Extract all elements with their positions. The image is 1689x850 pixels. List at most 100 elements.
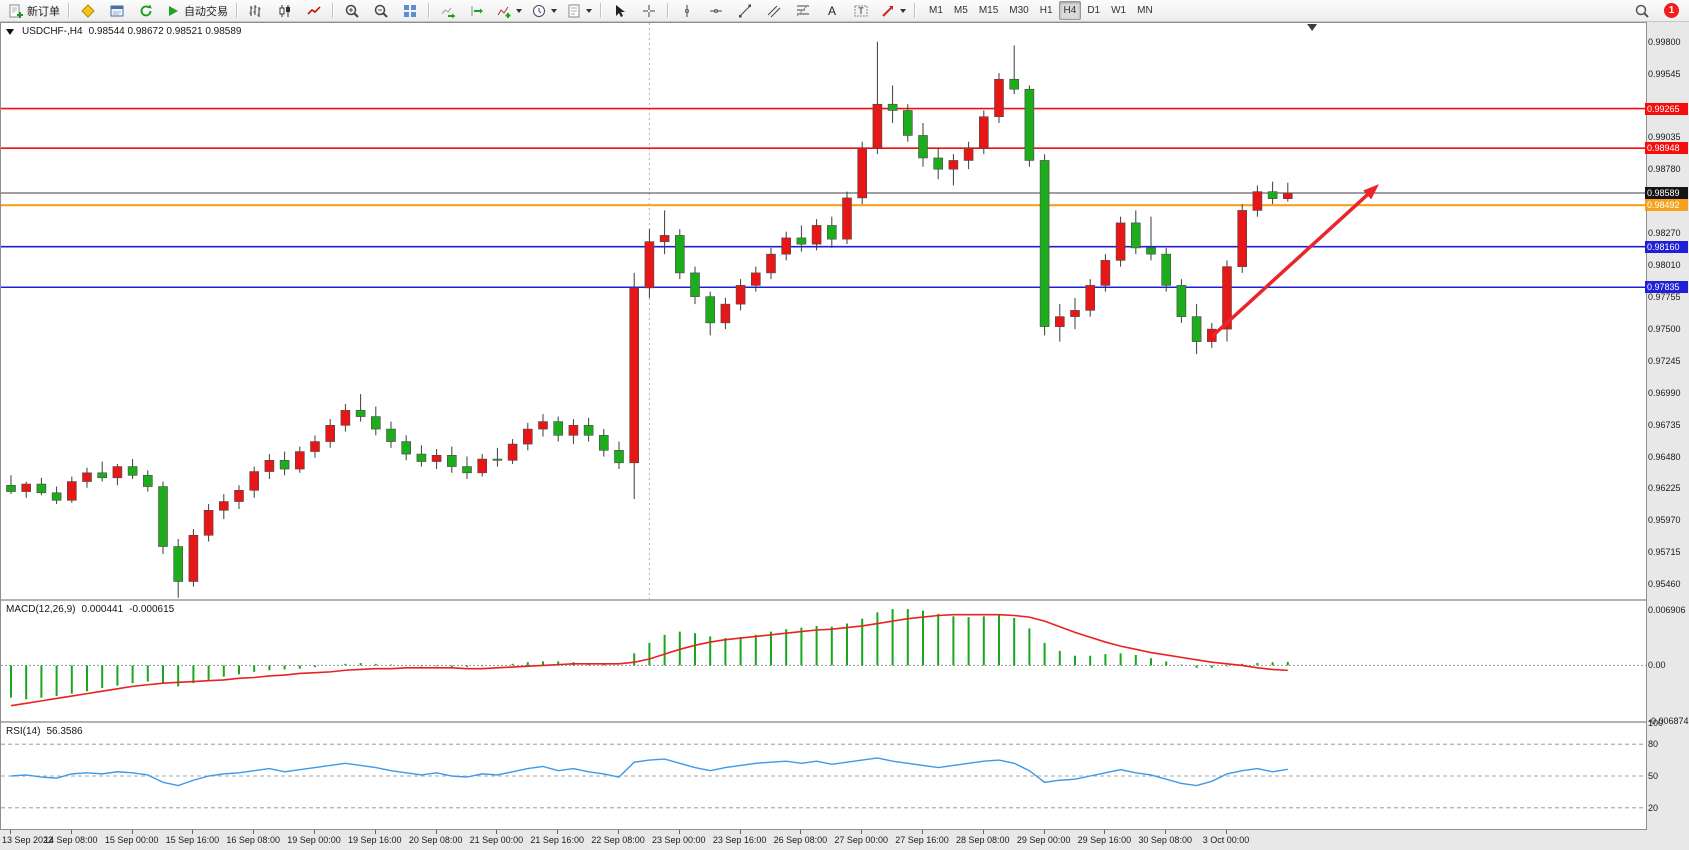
auto-scroll-button[interactable] — [434, 0, 462, 22]
axis-label: 0.95460 — [1648, 579, 1681, 589]
data-window-button[interactable] — [103, 0, 131, 22]
chart-shift-icon — [471, 5, 483, 16]
tile-windows-button[interactable] — [396, 0, 424, 22]
crosshair-tool-button[interactable] — [635, 0, 663, 22]
rsi-name: RSI(14) — [6, 726, 41, 737]
time-label: 20 Sep 08:00 — [408, 835, 463, 845]
timeframe-button-h1[interactable]: H1 — [1039, 5, 1053, 16]
time-tick — [1165, 830, 1167, 834]
time-axis[interactable]: 13 Sep 2022 14 Sep 08:00 15 Sep 00:00 15 Se… — [0, 830, 1689, 850]
search-button[interactable] — [1628, 0, 1656, 22]
line-chart-mode-button[interactable] — [300, 0, 328, 22]
time-tick — [435, 830, 437, 834]
price-tag: 0.98589 — [1645, 187, 1688, 200]
periods-button[interactable] — [527, 0, 561, 22]
axis-label: 0.96735 — [1648, 419, 1681, 430]
rsi-pane[interactable]: RSI(14) 56.3586 — [1, 723, 1646, 829]
time-tick — [922, 830, 923, 834]
time-label: 15 Sep 16:00 — [165, 835, 220, 845]
chart-shift-button[interactable] — [463, 0, 491, 22]
channel-tool-button[interactable] — [760, 0, 788, 22]
timeframe-button-m5[interactable]: M5 — [953, 5, 968, 16]
cursor-tool-button[interactable] — [606, 0, 634, 22]
time-label: 22 Sep 08:00 — [591, 835, 645, 845]
time-tick — [70, 830, 72, 834]
dropdown-caret — [586, 8, 592, 13]
bar-chart-mode-button[interactable] — [242, 0, 270, 22]
timeframe-button-mn[interactable]: MN — [1137, 5, 1153, 16]
trend-arrow-head[interactable] — [1363, 184, 1379, 200]
candlestick-mode-button[interactable] — [271, 0, 299, 22]
timeframe-button-h4[interactable]: H4 — [1058, 1, 1082, 20]
time-label: 3 Oct 00:00 — [1202, 835, 1250, 845]
time-label: 13 Sep 2022 — [2, 835, 54, 845]
indicators-button[interactable] — [492, 0, 526, 22]
text-icon: A — [828, 4, 836, 18]
axis-label: 0.00 — [1648, 660, 1666, 671]
trendline-tool-button[interactable] — [731, 0, 759, 22]
time-tick — [10, 830, 11, 834]
templates-button[interactable] — [562, 0, 596, 22]
time-label: 19 Sep 00:00 — [287, 835, 341, 845]
time-tick — [800, 830, 802, 834]
horizontal-line-icon — [710, 8, 722, 13]
chart-shift-marker[interactable] — [1307, 24, 1318, 31]
fibonacci-tool-button[interactable] — [789, 0, 817, 22]
new-order-icon — [9, 4, 23, 18]
search-icon — [1635, 4, 1649, 18]
toolbar-separator — [428, 3, 430, 18]
macd-signal-line — [10, 613, 1288, 707]
new-order-label: 新订单 — [27, 5, 60, 18]
timeframe-button-m30[interactable]: M30 — [1009, 5, 1029, 16]
time-label: 21 Sep 16:00 — [530, 835, 584, 845]
toolbar-separator — [68, 3, 70, 18]
timeframe-button-d1[interactable]: D1 — [1087, 5, 1101, 16]
channel-icon — [767, 5, 781, 17]
vertical-line-tool-button[interactable] — [673, 0, 701, 22]
horizontal-line-tool-button[interactable] — [702, 0, 730, 22]
axis-label: 0.98270 — [1648, 227, 1681, 238]
timeframe-button-m1[interactable]: M1 — [929, 5, 943, 16]
toolbar-separator — [667, 3, 669, 18]
toolbar-separator — [236, 3, 238, 18]
new-order-button[interactable]: 新订单 — [4, 0, 64, 22]
text-label-tool-button[interactable]: T — [847, 0, 875, 22]
time-label: 15 Sep 00:00 — [104, 835, 159, 845]
zoom-out-icon — [374, 4, 388, 18]
metaeditor-button[interactable] — [74, 0, 102, 22]
timeframe-button-w1[interactable]: W1 — [1111, 5, 1127, 16]
zoom-out-button[interactable] — [367, 0, 395, 22]
price-tag: 0.98948 — [1645, 142, 1688, 155]
time-label: 16 Sep 08:00 — [226, 835, 280, 845]
fibonacci-icon — [796, 4, 809, 16]
time-label: 21 Sep 00:00 — [469, 835, 524, 845]
zoom-in-button[interactable] — [338, 0, 366, 22]
one-click-trading-arrow[interactable] — [6, 28, 14, 35]
axis-label: 0.97245 — [1648, 355, 1681, 366]
data-window-icon — [110, 5, 124, 16]
macd-pane[interactable]: MACD(12,26,9) 0.000441 -0.000615 — [1, 601, 1646, 721]
timeframe-button-m15[interactable]: M15 — [978, 5, 999, 16]
zoom-in-icon — [345, 4, 359, 18]
macd-signal-value: -0.000615 — [129, 604, 175, 615]
text-tool-button[interactable]: A — [818, 0, 846, 22]
axis-label: 0.99800 — [1648, 36, 1681, 47]
time-label: 14 Sep 08:00 — [44, 835, 98, 845]
price-tag: 0.99265 — [1645, 102, 1688, 115]
notification-badge[interactable]: 1 — [1664, 3, 1679, 18]
axis-label: 0.006906 — [1648, 604, 1686, 615]
arrows-tool-button[interactable] — [876, 0, 910, 22]
time-tick — [253, 830, 255, 834]
clock-icon — [533, 4, 545, 17]
axis-label: 0.95715 — [1648, 547, 1681, 558]
svg-text:A: A — [828, 4, 836, 18]
price-chart-pane[interactable]: USDCHF-,H4 0.98544 0.98672 0.98521 0.985… — [1, 23, 1646, 599]
time-tick — [496, 830, 498, 834]
candles-layer — [6, 41, 1293, 598]
price-axis[interactable]: 0.99800 0.99545 0.99035 0.98780 0.98270 0.980… — [1645, 0, 1689, 850]
autotrade-button[interactable]: 自动交易 — [161, 0, 232, 22]
trend-arrow-line[interactable] — [1210, 189, 1374, 338]
refresh-button[interactable] — [132, 0, 160, 22]
symbol-timeframe: USDCHF-,H4 — [22, 26, 83, 37]
